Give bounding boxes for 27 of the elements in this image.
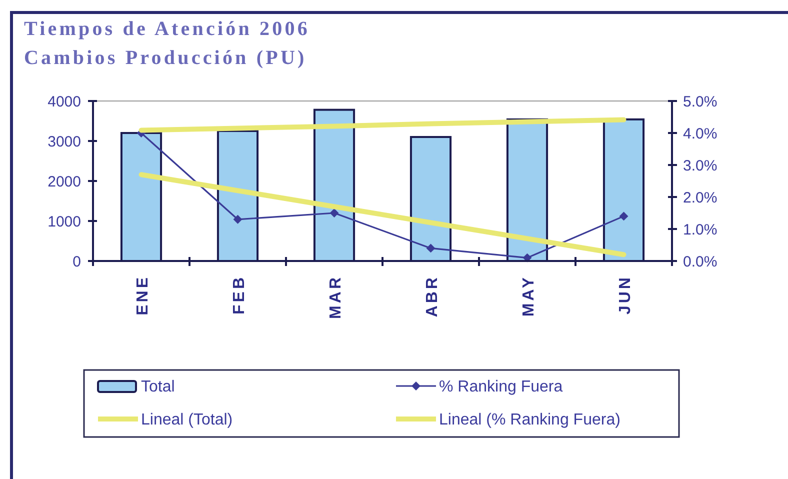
y2-tick-label: 1.0% xyxy=(683,221,718,238)
y2-tick-label: 3.0% xyxy=(683,157,718,174)
x-tick-label: MAY xyxy=(520,275,538,317)
y2-tick-label: 0.0% xyxy=(683,253,718,270)
chart-title: Tiempos de Atención 2006 xyxy=(24,18,310,40)
x-tick-label: FEB xyxy=(230,275,248,314)
legend-label: % Ranking Fuera xyxy=(439,378,563,396)
legend-label: Lineal (Total) xyxy=(141,412,233,429)
y-tick-label: 0 xyxy=(72,253,81,270)
legend-label: Total xyxy=(141,378,175,396)
x-tick-label: MAR xyxy=(327,275,344,319)
x-tick-label: JUN xyxy=(616,275,634,315)
y-tick-label: 1000 xyxy=(48,213,81,230)
y-tick-label: 4000 xyxy=(48,93,81,110)
legend-label: Lineal (% Ranking Fuera) xyxy=(439,412,620,429)
x-tick-label: ABR xyxy=(424,275,441,318)
y2-tick-label: 2.0% xyxy=(683,189,718,206)
point xyxy=(619,212,628,221)
point xyxy=(233,214,242,224)
x-tick-label: ENE xyxy=(134,275,152,316)
point xyxy=(426,244,436,253)
chart-subtitle: Cambios Producción (PU) xyxy=(24,47,307,69)
y-tick-label: 2000 xyxy=(48,173,81,190)
y-tick-label: 3000 xyxy=(48,133,81,150)
point xyxy=(330,208,339,218)
y2-tick-label: 4.0% xyxy=(683,125,718,142)
y2-tick-label: 5.0% xyxy=(683,93,718,110)
